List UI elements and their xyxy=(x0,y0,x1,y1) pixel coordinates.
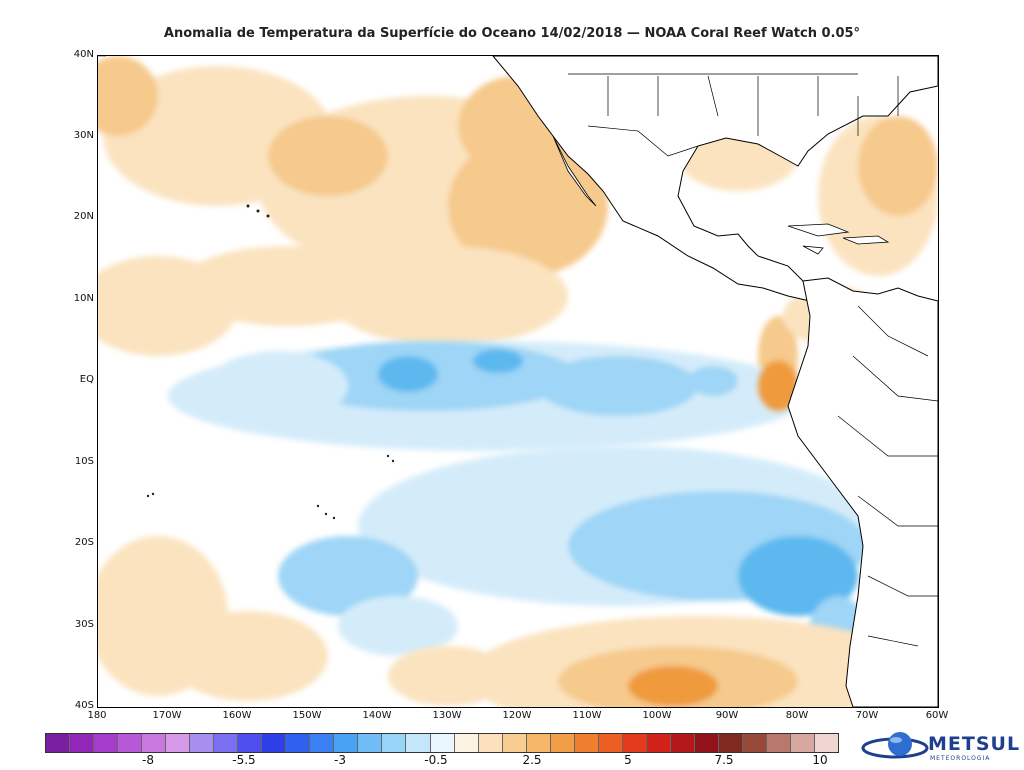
colorbar-tick-2-5: 2.5 xyxy=(522,753,542,767)
colorbar-segment xyxy=(214,734,239,752)
colorbar-segment xyxy=(382,734,407,752)
lat-label-20s: 20S xyxy=(74,537,94,548)
colorbar-segment xyxy=(790,734,815,752)
colorbar-segment xyxy=(574,734,599,752)
lon-label-160w: 160W xyxy=(222,710,252,721)
colorbar-segment xyxy=(334,734,359,752)
colorbar-segment xyxy=(94,734,119,752)
colorbar-segment xyxy=(622,734,647,752)
lon-label-170w: 170W xyxy=(152,710,182,721)
colorbar-segment xyxy=(310,734,335,752)
colorbar-segment xyxy=(454,734,479,752)
lat-label-20n: 20N xyxy=(73,211,94,222)
colorbar-segment xyxy=(262,734,287,752)
lat-label-40n: 40N xyxy=(73,49,94,60)
colorbar-segment xyxy=(406,734,431,752)
lat-label-10n: 10N xyxy=(73,293,94,304)
colorbar-segment xyxy=(766,734,791,752)
colorbar-tick-minus-5-5: -5.5 xyxy=(232,753,256,767)
map-canvas xyxy=(98,56,938,707)
lat-label-30n: 30N xyxy=(73,130,94,141)
logo-subtitle: METEOROLOGIA xyxy=(930,755,991,762)
south-america-land xyxy=(787,277,938,707)
sst-anomaly-map xyxy=(97,55,939,708)
colorbar-segment xyxy=(718,734,743,752)
colorbar-segment xyxy=(190,734,215,752)
lat-label-30s: 30S xyxy=(74,619,94,630)
colorbar-segment xyxy=(358,734,383,752)
colorbar-segment xyxy=(166,734,191,752)
lon-label-90w: 90W xyxy=(715,710,739,721)
colorbar-segment xyxy=(46,734,71,752)
lat-label-40s: 40S xyxy=(74,700,94,711)
north-america-land xyxy=(492,56,938,302)
colorbar-segment xyxy=(526,734,551,752)
pacific-islands xyxy=(146,204,395,520)
colorbar-segment xyxy=(118,734,143,752)
colorbar xyxy=(45,733,839,753)
colorbar-segment xyxy=(478,734,503,752)
caribbean-islands xyxy=(787,223,890,255)
colorbar-segment xyxy=(238,734,263,752)
map-title: Anomalia de Temperatura da Superfície do… xyxy=(163,26,861,41)
colorbar-segment xyxy=(70,734,95,752)
lon-label-120w: 120W xyxy=(502,710,532,721)
colorbar-segment xyxy=(815,734,839,752)
lon-label-100w: 100W xyxy=(642,710,672,721)
country-borders xyxy=(568,73,938,647)
colorbar-segment xyxy=(694,734,719,752)
colorbar-segment xyxy=(502,734,527,752)
lon-label-130w: 130W xyxy=(432,710,462,721)
colorbar-segment xyxy=(142,734,167,752)
lon-label-80w: 80W xyxy=(785,710,809,721)
metsul-logo-icon xyxy=(861,732,929,759)
colorbar-segment xyxy=(598,734,623,752)
colorbar-tick-minus-8: -8 xyxy=(142,753,154,767)
lon-label-60w: 60W xyxy=(925,710,949,721)
lon-label-110w: 110W xyxy=(572,710,602,721)
colorbar-tick-minus-0-5: -0.5 xyxy=(424,753,448,767)
lon-label-150w: 150W xyxy=(292,710,322,721)
colorbar-segment xyxy=(550,734,575,752)
colorbar-tick-5: 5 xyxy=(624,753,632,767)
colorbar-tick-7-5: 7.5 xyxy=(714,753,734,767)
warm-anomaly-south xyxy=(98,361,928,707)
lon-label-180: 180 xyxy=(87,710,107,721)
colorbar-segment xyxy=(646,734,671,752)
colorbar-segment xyxy=(670,734,695,752)
colorbar-segment xyxy=(430,734,455,752)
lat-label-eq: EQ xyxy=(79,374,94,385)
colorbar-segment xyxy=(286,734,311,752)
lon-label-140w: 140W xyxy=(362,710,392,721)
colorbar-segment xyxy=(742,734,767,752)
logo-name: METSUL xyxy=(928,733,1021,755)
warm-anomaly-north xyxy=(98,56,938,396)
colorbar-tick-minus-3: -3 xyxy=(334,753,346,767)
cool-anomaly-south xyxy=(278,446,878,676)
colorbar-tick-10: 10 xyxy=(812,753,828,767)
cool-anomaly-equator xyxy=(168,341,808,451)
lon-label-70w: 70W xyxy=(855,710,879,721)
lat-label-10s: 10S xyxy=(74,456,94,467)
